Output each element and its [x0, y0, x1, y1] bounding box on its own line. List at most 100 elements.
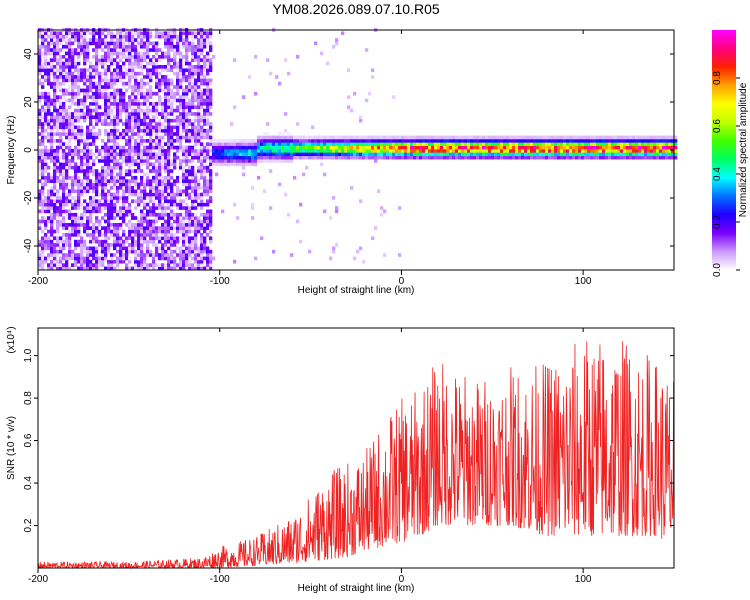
heatmap-cell	[146, 38, 150, 42]
heatmap-cell	[176, 118, 180, 123]
heatmap-cell	[224, 142, 228, 146]
heatmap-cell	[644, 149, 648, 153]
heatmap-cell	[158, 81, 162, 86]
heatmap-cell	[116, 118, 120, 123]
heatmap-cell	[95, 226, 99, 230]
heatmap-cell	[206, 219, 210, 224]
heatmap-cell	[74, 165, 78, 170]
heatmap-cell	[269, 135, 273, 140]
heatmap-cell	[41, 169, 45, 173]
heatmap-cell	[50, 135, 54, 140]
heatmap-cell	[44, 216, 48, 220]
heatmap-cell	[161, 135, 165, 140]
heatmap-cell	[83, 263, 87, 267]
heatmap-cell	[107, 31, 111, 36]
heatmap-cell	[671, 142, 675, 146]
heatmap-cell	[173, 132, 177, 136]
heatmap-cell	[74, 51, 78, 56]
heatmap-cell	[173, 145, 177, 150]
heatmap-cell	[62, 233, 66, 237]
heatmap-cell	[644, 155, 648, 160]
heatmap-cell	[128, 65, 132, 69]
heatmap-cell	[326, 139, 330, 143]
heatmap-cell	[170, 142, 174, 146]
heatmap-cell	[299, 135, 303, 140]
heatmap-cell	[104, 58, 108, 62]
heatmap-cell	[113, 266, 117, 271]
heatmap-cell	[134, 61, 138, 66]
heatmap-cell	[77, 142, 81, 146]
heatmap-cell	[131, 75, 135, 79]
heatmap-cell	[38, 125, 42, 130]
heatmap-cell	[107, 263, 111, 267]
heatmap-cell	[389, 149, 393, 153]
heatmap-cell	[401, 152, 405, 157]
heatmap-cell	[176, 34, 180, 39]
heatmap-cell	[104, 68, 108, 73]
heatmap-cell	[113, 102, 117, 106]
heatmap-cell	[146, 81, 150, 86]
heatmap-cell	[104, 249, 108, 254]
heatmap-cell	[140, 182, 144, 187]
heatmap-cell	[278, 155, 282, 160]
heatmap-cell	[71, 55, 75, 59]
heatmap-cell	[311, 145, 315, 150]
heatmap-cell	[44, 179, 48, 183]
heatmap-cell	[398, 155, 402, 160]
heatmap-cell	[494, 142, 498, 146]
heatmap-cell	[41, 199, 45, 204]
heatmap-cell	[56, 68, 60, 73]
heatmap-cell	[152, 169, 156, 173]
heatmap-cell	[182, 239, 186, 244]
heatmap-cell	[266, 152, 270, 157]
heatmap-cell	[173, 108, 177, 113]
heatmap-cell	[71, 61, 75, 66]
heatmap-cell	[197, 259, 201, 264]
heatmap-cell	[128, 256, 132, 261]
heatmap-cell	[164, 38, 168, 42]
heatmap-cell	[203, 189, 207, 194]
heatmap-cell	[275, 75, 279, 79]
heatmap-cell	[134, 38, 138, 42]
heatmap-cell	[74, 229, 78, 234]
heatmap-cell	[203, 145, 207, 150]
heatmap-cell	[203, 78, 207, 83]
heatmap-cell	[296, 152, 300, 157]
heatmap-cell	[167, 172, 171, 177]
heatmap-cell	[194, 55, 198, 59]
heatmap-cell	[62, 182, 66, 187]
heatmap-cell	[86, 256, 90, 261]
heatmap-cell	[83, 145, 87, 150]
heatmap-cell	[140, 219, 144, 224]
heatmap-cell	[476, 135, 480, 140]
heatmap-cell	[131, 34, 135, 39]
heatmap-cell	[131, 115, 135, 120]
heatmap-cell	[203, 152, 207, 157]
heatmap-cell	[38, 223, 42, 227]
heatmap-cell	[89, 135, 93, 140]
heatmap-cell	[92, 246, 96, 251]
heatmap-cell	[152, 189, 156, 194]
heatmap-cell	[404, 155, 408, 160]
heatmap-cell	[44, 259, 48, 264]
heatmap-cell	[53, 165, 57, 170]
heatmap-cell	[521, 142, 525, 146]
heatmap-cell	[101, 65, 105, 69]
heatmap-cell	[158, 212, 162, 217]
heatmap-cell	[230, 149, 234, 153]
heatmap-cell	[173, 71, 177, 76]
heatmap-cell	[365, 145, 369, 150]
heatmap-cell	[413, 152, 417, 157]
heatmap-cell	[95, 206, 99, 210]
heatmap-cell	[668, 155, 672, 160]
heatmap-cell	[92, 263, 96, 267]
heatmap-cell	[566, 149, 570, 153]
heatmap-cell	[566, 135, 570, 140]
heatmap-cell	[170, 88, 174, 93]
heatmap-cell	[191, 159, 195, 163]
heatmap-cell	[95, 169, 99, 173]
heatmap-cell	[107, 105, 111, 110]
heatmap-cell	[551, 142, 555, 146]
heatmap-cell	[65, 209, 69, 214]
heatmap-cell	[272, 135, 276, 140]
